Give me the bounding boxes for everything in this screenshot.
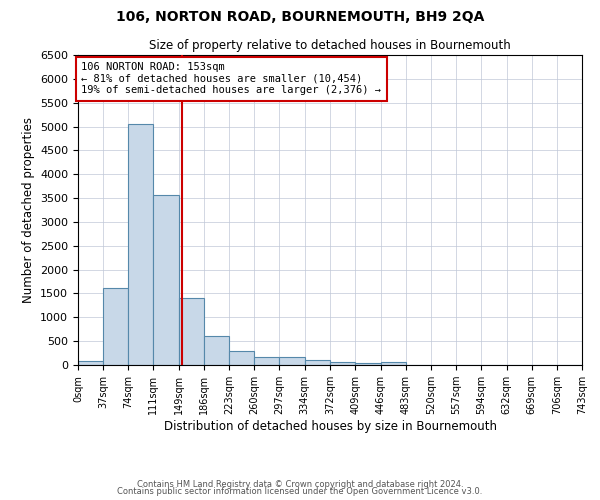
Bar (305, 360, 331, 365)
X-axis label: Distribution of detached houses by size in Bournemouth: Distribution of detached houses by size … (163, 420, 497, 433)
Bar (280, 358, 305, 365)
Bar (355, 363, 380, 365)
Bar (254, 358, 280, 365)
Bar (153, 194, 179, 365)
Text: 106 NORTON ROAD: 153sqm
← 81% of detached houses are smaller (10,454)
19% of sem: 106 NORTON ROAD: 153sqm ← 81% of detache… (82, 62, 382, 96)
Text: Contains HM Land Registry data © Crown copyright and database right 2024.: Contains HM Land Registry data © Crown c… (137, 480, 463, 489)
Bar (179, 298, 204, 365)
Bar (380, 362, 406, 365)
Title: Size of property relative to detached houses in Bournemouth: Size of property relative to detached ho… (149, 40, 511, 52)
Text: Contains public sector information licensed under the Open Government Licence v3: Contains public sector information licen… (118, 487, 482, 496)
Y-axis label: Number of detached properties: Number of detached properties (22, 117, 35, 303)
Bar (331, 362, 355, 365)
Text: 106, NORTON ROAD, BOURNEMOUTH, BH9 2QA: 106, NORTON ROAD, BOURNEMOUTH, BH9 2QA (116, 10, 484, 24)
Bar (78, 362, 103, 365)
Bar (204, 336, 229, 365)
Bar (229, 350, 254, 365)
Bar (103, 288, 128, 365)
Bar (128, 124, 153, 365)
